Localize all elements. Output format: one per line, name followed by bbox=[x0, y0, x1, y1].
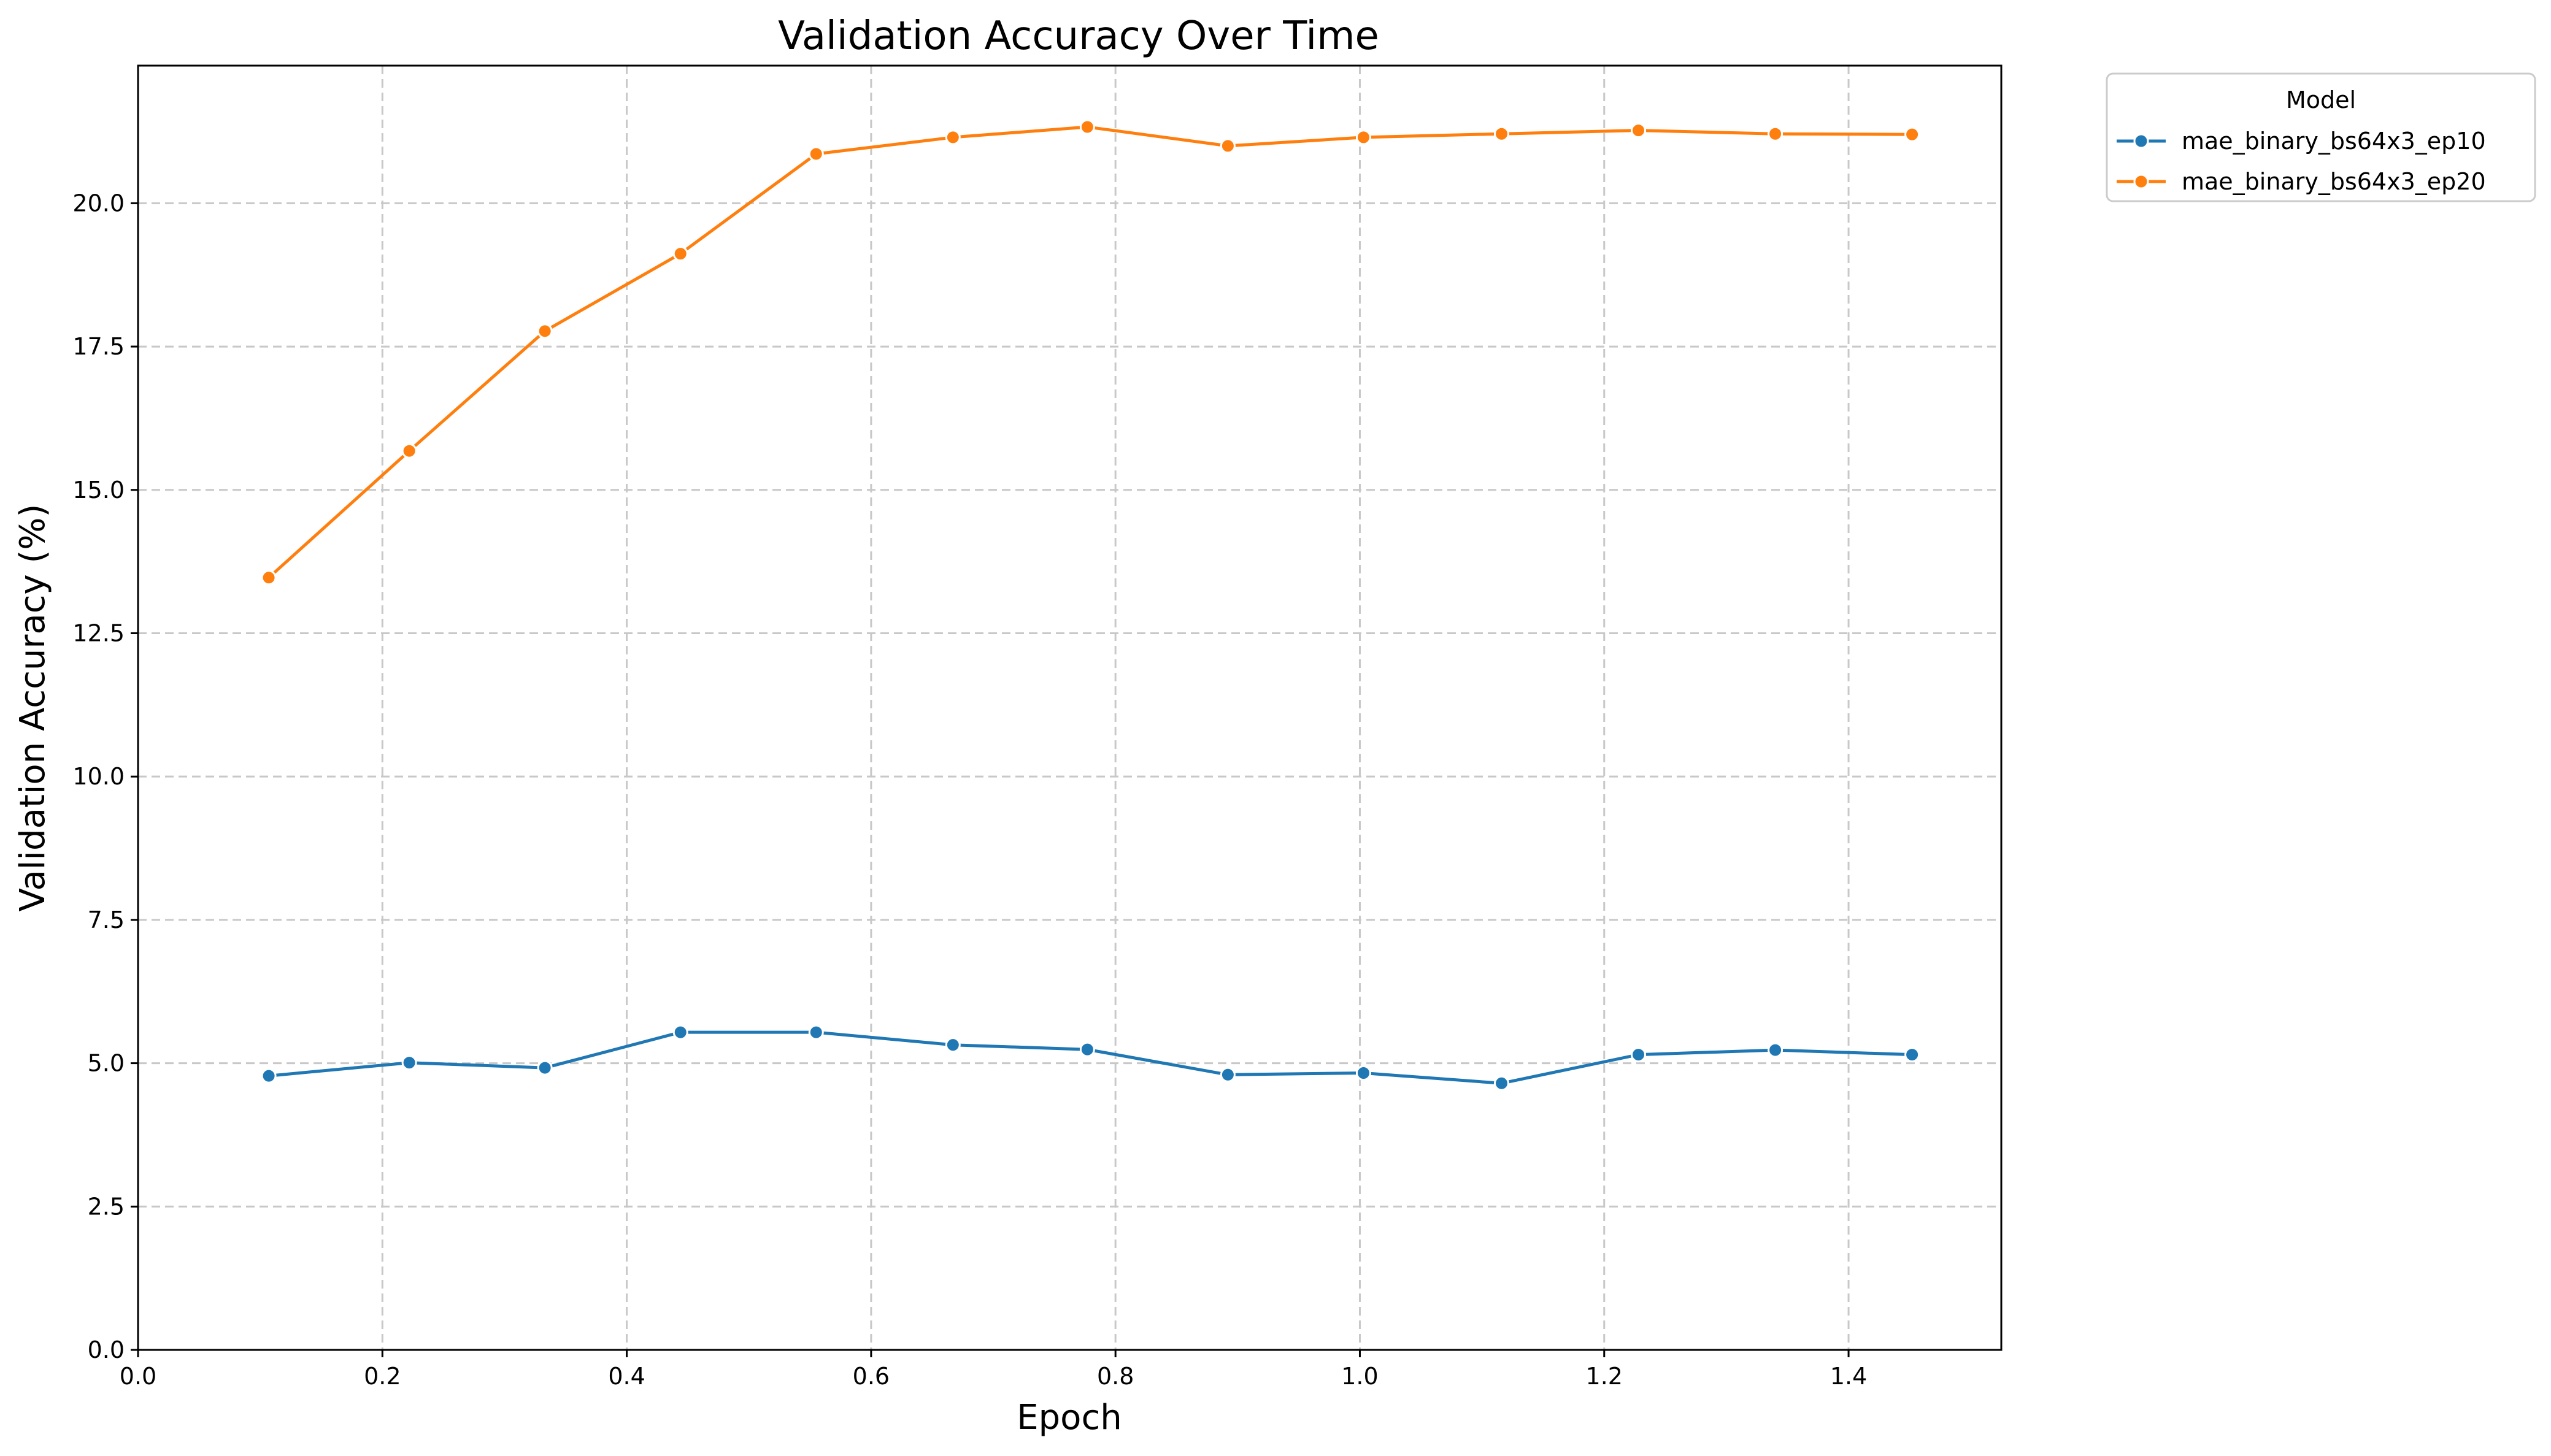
legend-entry: mae_binary_bs64x3_ep20 bbox=[2117, 168, 2486, 195]
legend-title: Model bbox=[2286, 86, 2356, 113]
x-tick-label: 1.2 bbox=[1586, 1363, 1623, 1390]
data-point bbox=[1079, 119, 1095, 135]
y-tick-label: 2.5 bbox=[88, 1193, 125, 1220]
data-point bbox=[945, 129, 961, 145]
plot-area-frame bbox=[137, 64, 2003, 1351]
data-point bbox=[401, 443, 417, 459]
x-axis: 0.0 0.2 0.4 0.6 0.8 1.0 1.2 1.4 bbox=[120, 1350, 1867, 1390]
data-point bbox=[672, 246, 688, 262]
x-tick-label: 0.2 bbox=[364, 1363, 401, 1390]
y-tick-label: 10.0 bbox=[72, 763, 125, 790]
legend-label: mae_binary_bs64x3_ep20 bbox=[2182, 168, 2486, 195]
legend-label: mae_binary_bs64x3_ep10 bbox=[2182, 128, 2486, 155]
legend-entries: mae_binary_bs64x3_ep10 mae_binary_bs64x3_… bbox=[2117, 128, 2486, 195]
series-mae_binary_bs64x3_ep10 bbox=[261, 1024, 1920, 1091]
data-point bbox=[945, 1037, 961, 1053]
data-point bbox=[1768, 126, 1783, 142]
y-tick-label: 17.5 bbox=[72, 333, 125, 360]
data-point bbox=[1631, 1047, 1647, 1063]
data-point bbox=[1493, 126, 1509, 142]
data-point bbox=[1904, 126, 1920, 142]
y-axis-label: Validation Accuracy (%) bbox=[13, 504, 53, 912]
data-point bbox=[1079, 1041, 1095, 1057]
legend-entry: mae_binary_bs64x3_ep10 bbox=[2117, 128, 2486, 155]
y-tick-label: 7.5 bbox=[88, 906, 125, 933]
x-tick-label: 0.4 bbox=[608, 1363, 645, 1390]
data-point bbox=[1904, 1047, 1920, 1063]
series-layer bbox=[261, 119, 1920, 1091]
y-tick-label: 15.0 bbox=[72, 477, 125, 504]
y-tick-label: 12.5 bbox=[72, 619, 125, 646]
x-tick-label: 0.6 bbox=[853, 1363, 890, 1390]
y-tick-label: 5.0 bbox=[88, 1050, 125, 1077]
data-point bbox=[1220, 1067, 1236, 1082]
legend: Model mae_binary_bs64x3_ep10mae_binary_b… bbox=[2106, 72, 2536, 202]
data-point bbox=[401, 1055, 417, 1071]
grid bbox=[137, 66, 2001, 1351]
x-tick-label: 0.0 bbox=[120, 1363, 156, 1390]
legend-marker bbox=[2133, 133, 2149, 149]
y-axis: 0.0 2.5 5.0 7.5 10.0 12.5 15.0 17.5 20.0 bbox=[72, 190, 138, 1363]
data-point bbox=[1355, 1065, 1371, 1081]
x-tick-label: 1.0 bbox=[1341, 1363, 1378, 1390]
series-mae_binary_bs64x3_ep20 bbox=[261, 119, 1920, 586]
data-point bbox=[537, 323, 553, 339]
data-point bbox=[1355, 129, 1371, 145]
x-tick-label: 1.4 bbox=[1830, 1363, 1867, 1390]
data-point bbox=[261, 570, 277, 586]
data-point bbox=[1493, 1075, 1509, 1091]
x-axis-label: Epoch bbox=[1017, 1398, 1122, 1438]
data-point bbox=[808, 146, 824, 162]
data-point bbox=[808, 1024, 824, 1040]
y-tick-label: 0.0 bbox=[88, 1336, 125, 1363]
data-point bbox=[261, 1068, 277, 1084]
x-tick-label: 0.8 bbox=[1097, 1363, 1134, 1390]
y-tick-label: 20.0 bbox=[72, 190, 125, 216]
data-point bbox=[672, 1024, 688, 1040]
data-point bbox=[1631, 123, 1647, 139]
chart-title: Validation Accuracy Over Time bbox=[778, 13, 1379, 59]
legend-marker bbox=[2133, 174, 2149, 190]
data-point bbox=[537, 1060, 553, 1076]
data-point bbox=[1220, 138, 1236, 154]
data-point bbox=[1768, 1042, 1783, 1058]
legend-box bbox=[2106, 72, 2536, 202]
